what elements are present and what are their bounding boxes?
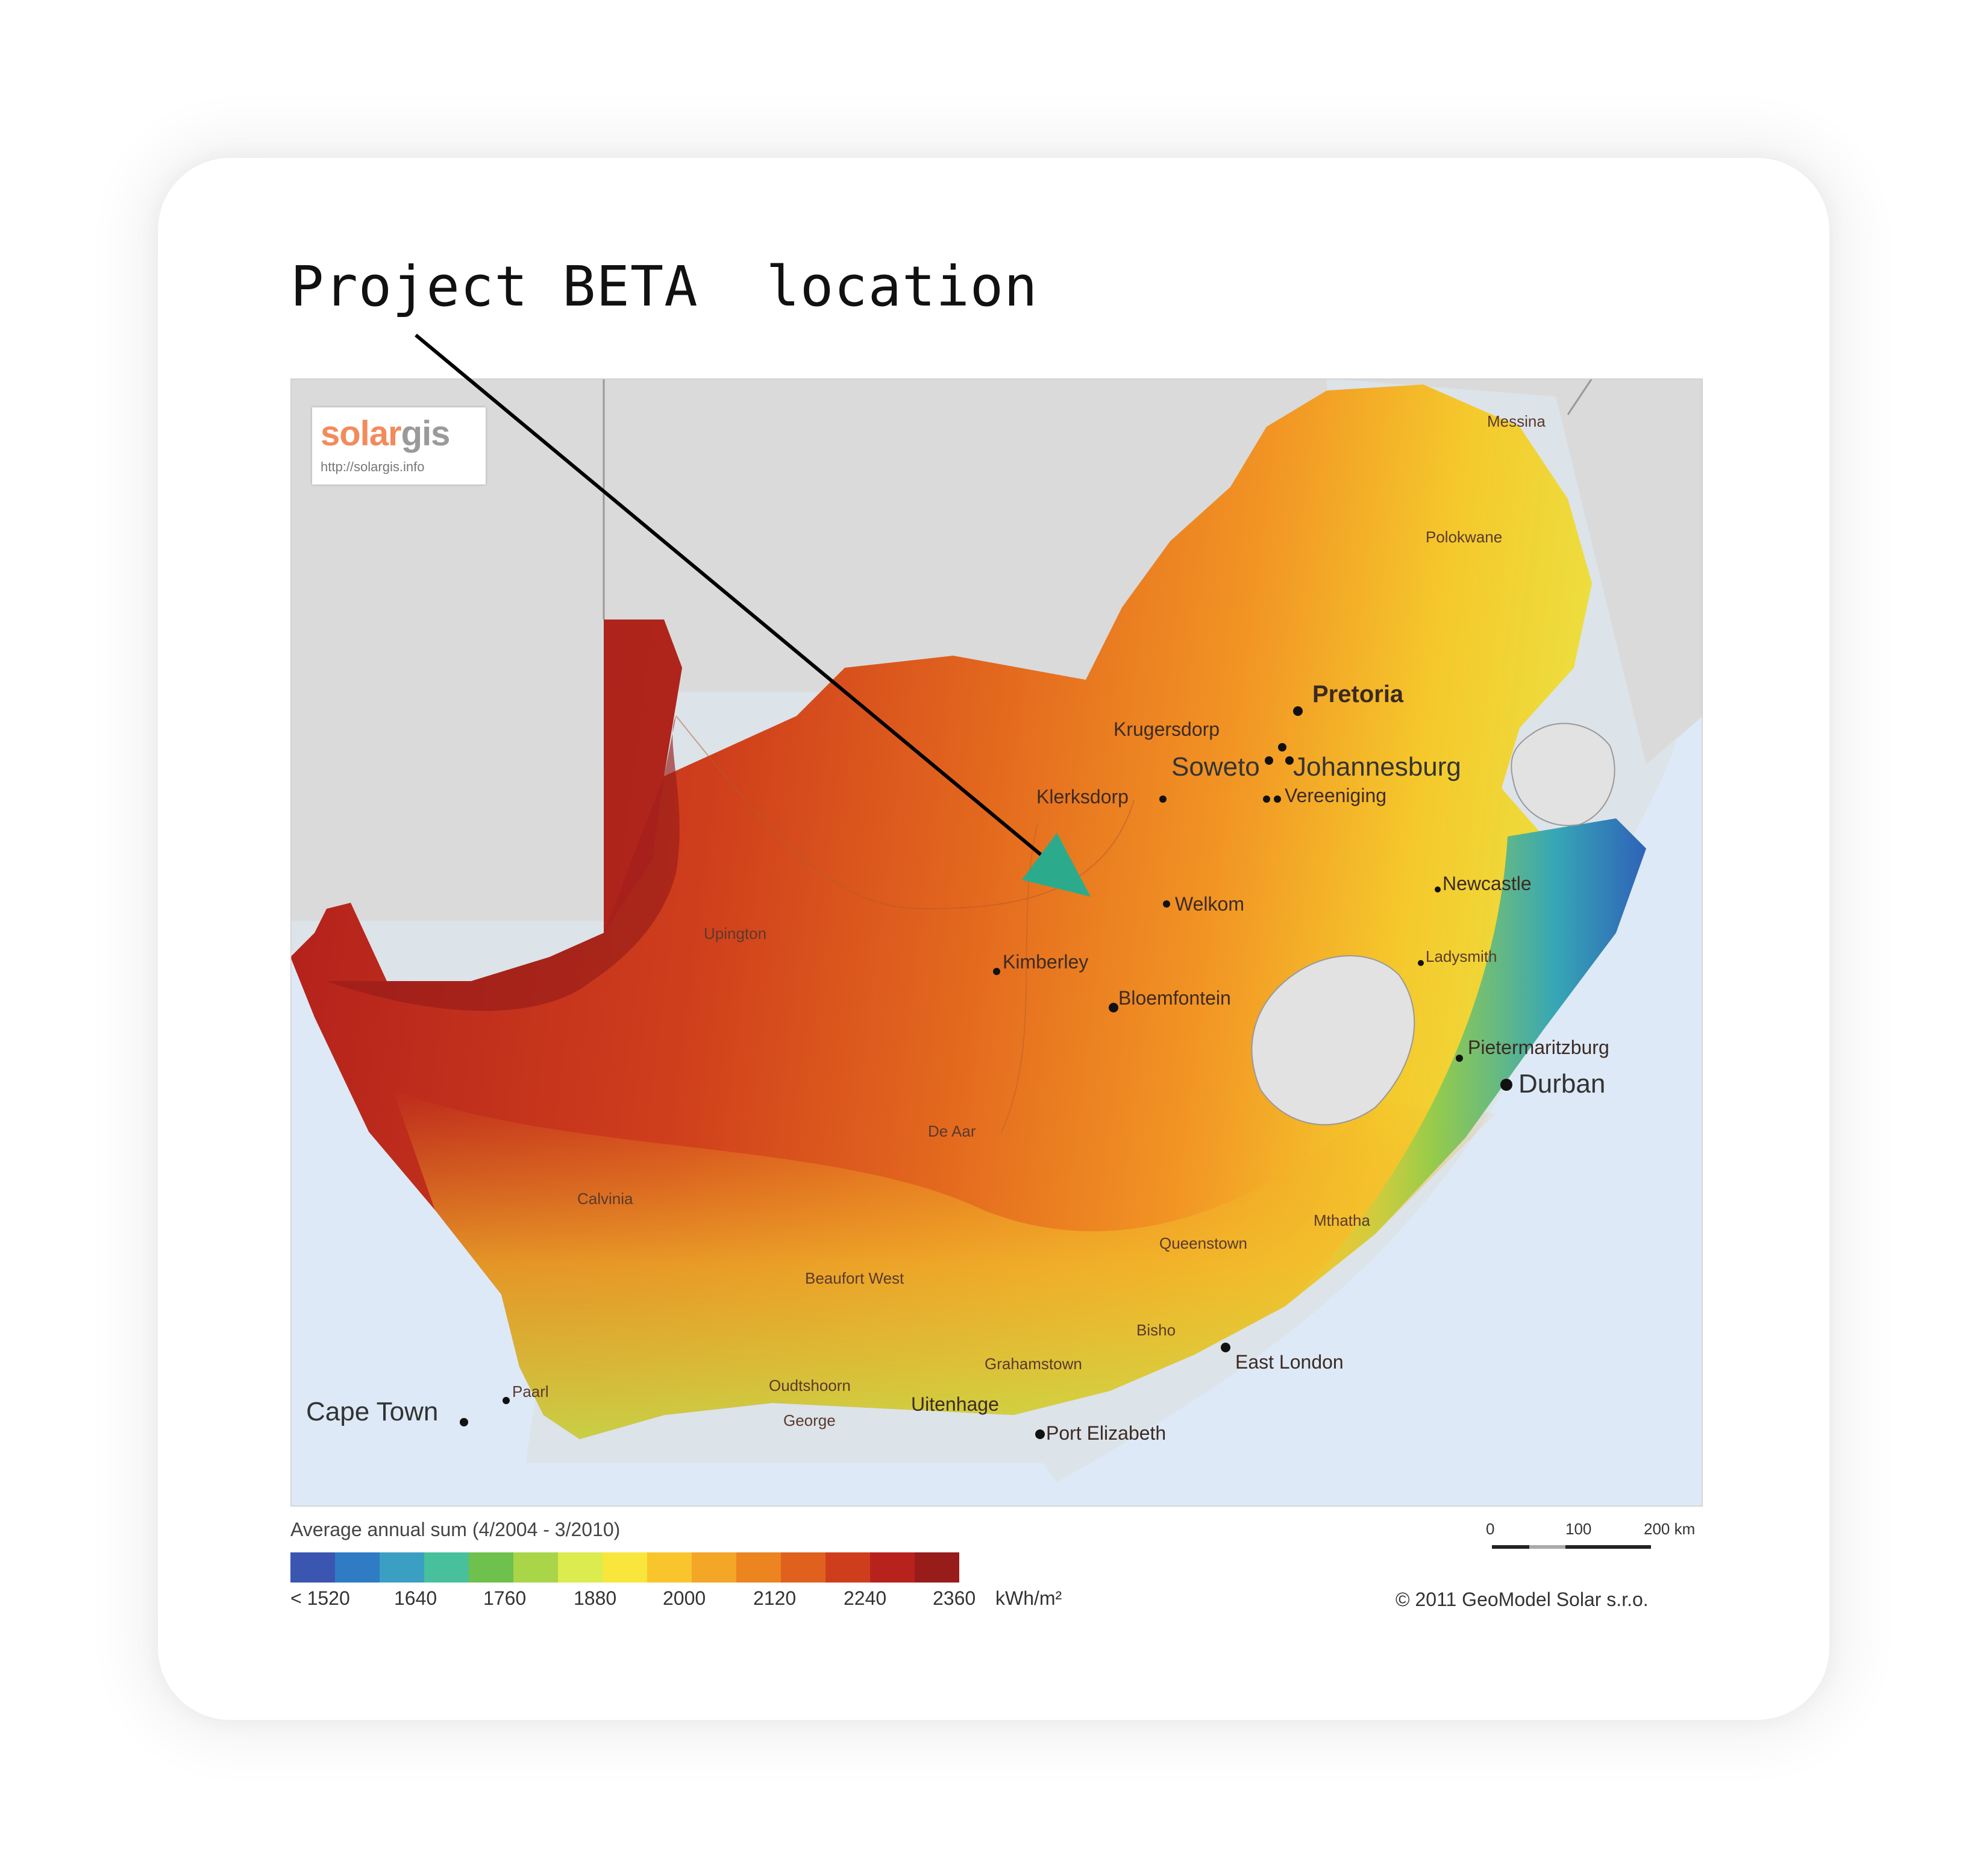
legend-tick: 1880 — [574, 1587, 617, 1609]
legend-swatch — [513, 1552, 558, 1583]
city-label-mthatha: Mthatha — [1314, 1211, 1370, 1229]
scale-end: 200 km — [1644, 1520, 1696, 1538]
city-label-uitenhage: Uitenhage — [911, 1393, 999, 1415]
legend-swatch — [424, 1552, 469, 1583]
city-label-johannesburg: Johannesburg — [1293, 752, 1461, 782]
legend-tick: 2000 — [663, 1587, 706, 1609]
legend-swatch — [736, 1552, 781, 1583]
legend-color-bar — [290, 1552, 959, 1583]
scale-mid: 100 — [1565, 1520, 1592, 1538]
legend-swatch — [469, 1552, 513, 1583]
solar-irradiation-map — [290, 378, 1703, 1507]
legend-swatch — [558, 1552, 603, 1583]
legend-tick: 1640 — [394, 1587, 437, 1609]
city-label-calvinia: Calvinia — [577, 1190, 633, 1208]
city-label-kimberley: Kimberley — [1003, 951, 1089, 973]
city-label-vereeniging: Vereeniging — [1285, 785, 1387, 806]
city-label-cape-town: Cape Town — [306, 1397, 439, 1426]
city-label-klerksdorp: Klerksdorp — [1036, 786, 1129, 808]
legend-swatch — [647, 1552, 692, 1583]
city-label-grahamstown: Grahamstown — [985, 1355, 1082, 1373]
city-label-upington: Upington — [704, 924, 767, 943]
legend-tick: 2360 — [933, 1587, 976, 1609]
scale-bar-segment — [1529, 1545, 1565, 1549]
legend-unit: kWh/m² — [995, 1587, 1062, 1609]
city-label-queenstown: Queenstown — [1159, 1234, 1247, 1252]
city-label-oudtshoorn: Oudtshoorn — [769, 1376, 851, 1394]
scale-zero: 0 — [1486, 1520, 1495, 1538]
city-label-port-elizabeth: Port Elizabeth — [1046, 1422, 1167, 1444]
logo-url: http://solargis.info — [321, 459, 425, 474]
legend-swatch — [781, 1552, 825, 1583]
scale-bar-line — [1492, 1545, 1651, 1549]
city-label-polokwane: Polokwane — [1426, 528, 1503, 546]
city-label-paarl: Paarl — [512, 1382, 549, 1401]
city-label-bloemfontein: Bloemfontein — [1118, 987, 1231, 1009]
city-label-welkom: Welkom — [1175, 893, 1244, 915]
legend-swatch — [603, 1552, 647, 1583]
city-label-messina: Messina — [1487, 412, 1546, 430]
city-label-pretoria: Pretoria — [1312, 681, 1404, 707]
city-label-ladysmith: Ladysmith — [1426, 947, 1497, 965]
logo-brand-solar: solar — [321, 414, 402, 453]
logo-brand-gis: gis — [401, 414, 451, 453]
city-label-durban: Durban — [1518, 1069, 1606, 1099]
legend-swatch — [692, 1552, 736, 1583]
copyright-text: © 2011 GeoModel Solar s.r.o. — [1396, 1589, 1649, 1610]
solargis-logo: solargis http://solargis.info — [312, 407, 486, 485]
legend-swatch — [915, 1552, 959, 1583]
legend-tick: 2120 — [753, 1587, 797, 1609]
city-label-bisho: Bisho — [1136, 1321, 1176, 1339]
legend-swatch — [335, 1552, 380, 1583]
legend-swatch — [290, 1552, 335, 1583]
legend-ticks: < 1520 1640 1760 1880 2000 2120 2240 236… — [290, 1587, 1134, 1614]
arrow-line — [415, 333, 1059, 871]
legend-swatch — [870, 1552, 915, 1583]
city-label-east-london: East London — [1235, 1351, 1344, 1373]
legend-swatch — [380, 1552, 424, 1583]
city-label-soweto: Soweto — [1171, 752, 1260, 782]
legend-tick: < 1520 — [290, 1587, 350, 1609]
arrowhead-icon — [1022, 833, 1091, 897]
annotation-label: Project BETA location — [290, 254, 1038, 319]
city-label-pietermaritzburg: Pietermaritzburg — [1468, 1037, 1609, 1058]
city-label-george: George — [783, 1411, 836, 1429]
legend-swatch — [825, 1552, 870, 1583]
legend-tick: 2240 — [844, 1587, 887, 1609]
city-label-beaufort-west: Beaufort West — [805, 1269, 904, 1287]
city-label-newcastle: Newcastle — [1443, 873, 1532, 894]
city-label-de-aar: De Aar — [928, 1122, 976, 1140]
city-label-krugersdorp: Krugersdorp — [1114, 718, 1220, 740]
legend-title: Average annual sum (4/2004 - 3/2010) — [290, 1519, 621, 1540]
legend-tick: 1760 — [483, 1587, 527, 1609]
scale-bar: 0 100 200 km — [1480, 1520, 1709, 1568]
